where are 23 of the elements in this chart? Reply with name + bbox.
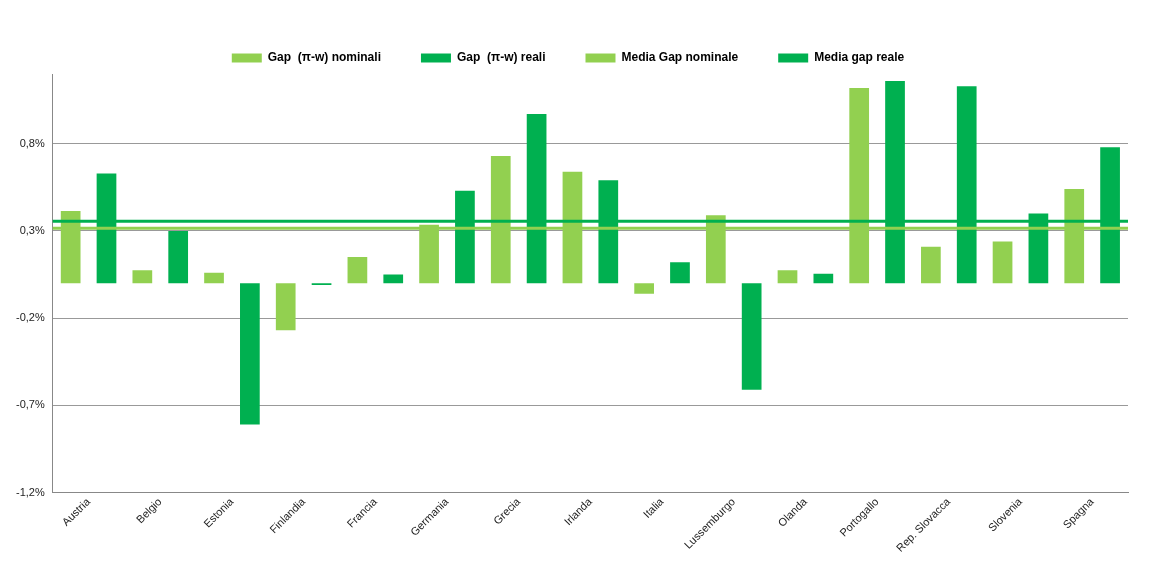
bar — [813, 273, 834, 284]
bar — [992, 241, 1013, 284]
legend-label: Media gap reale — [814, 50, 905, 65]
bar — [275, 283, 296, 331]
bar — [921, 246, 941, 284]
y-tick-label: -0,7% — [15, 398, 45, 411]
y-tick-label: 0,3% — [19, 223, 45, 236]
bar — [347, 257, 368, 284]
bar — [240, 283, 260, 425]
y-tick-label: -0,2% — [15, 311, 45, 324]
bar — [670, 262, 690, 284]
legend-label: Gap (π-w) nominali — [267, 50, 381, 65]
y-tick-label: -1,2% — [15, 485, 45, 498]
bar — [204, 272, 224, 284]
legend-label: Media Gap nominale — [621, 50, 739, 65]
y-tick-label: 0,8% — [19, 136, 45, 149]
bar — [777, 270, 798, 284]
bar — [168, 230, 189, 284]
bar — [741, 283, 762, 390]
bar — [634, 283, 654, 294]
bar — [132, 270, 153, 284]
bar — [383, 274, 404, 284]
legend-label: Gap (π-w) reali — [456, 50, 546, 65]
